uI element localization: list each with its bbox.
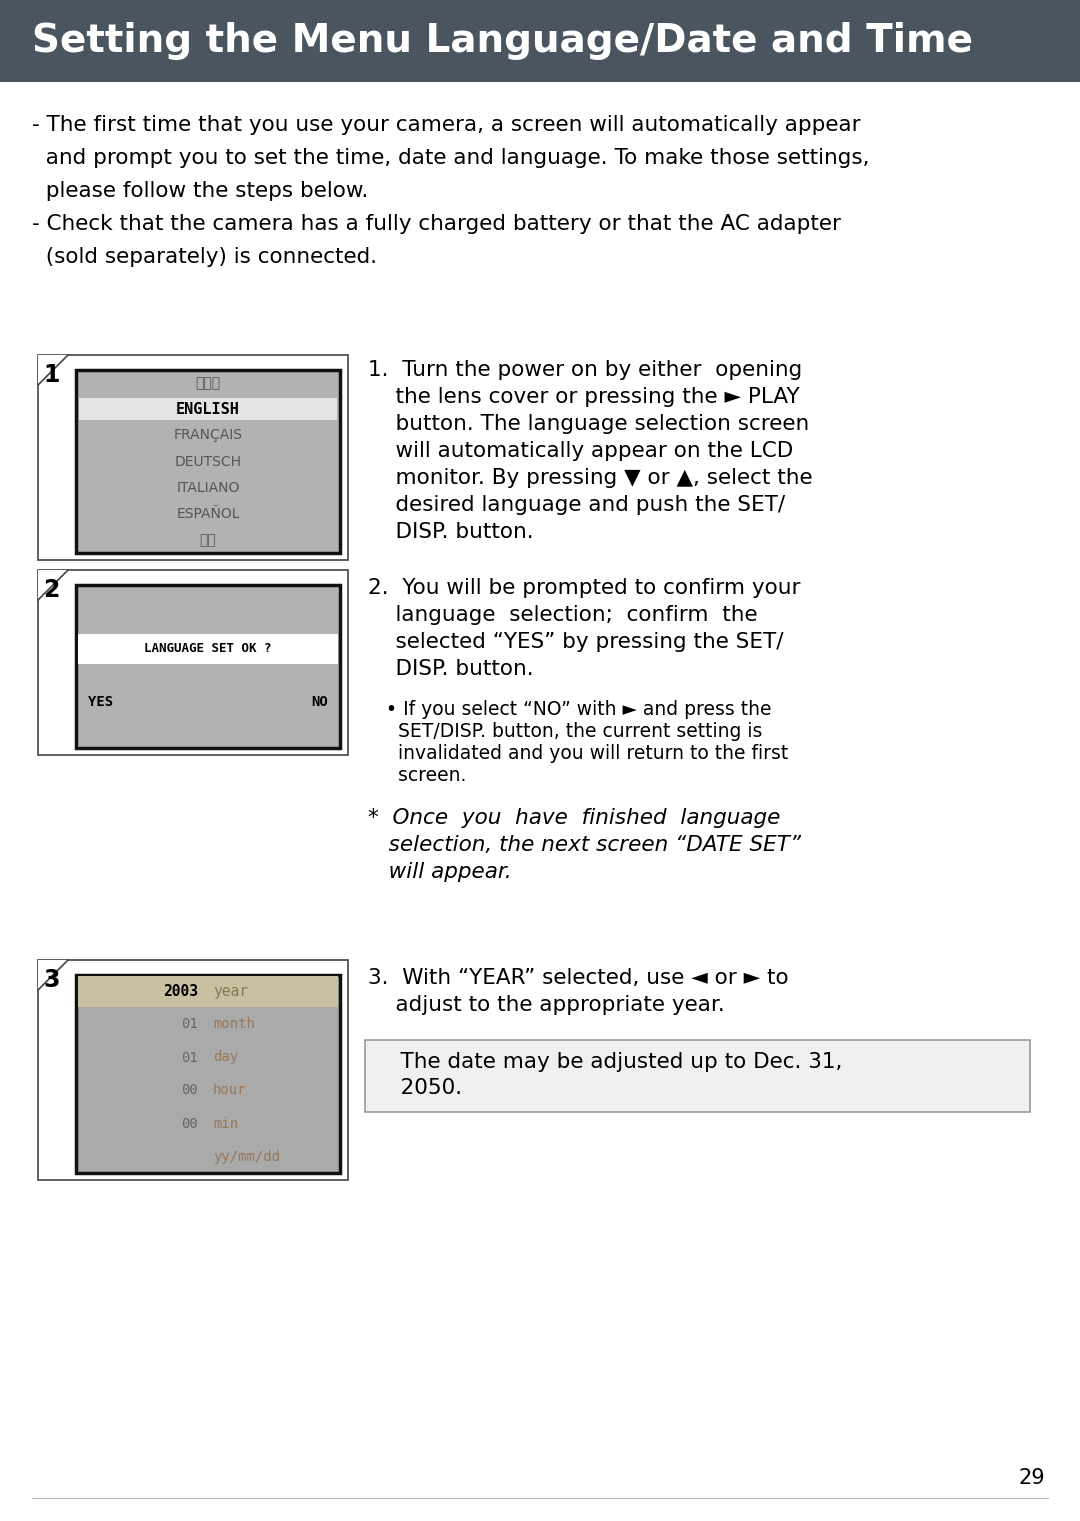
Text: The date may be adjusted up to Dec. 31,: The date may be adjusted up to Dec. 31, [373,1053,842,1072]
Text: language  selection;  confirm  the: language selection; confirm the [368,605,758,625]
Text: will appear.: will appear. [368,862,512,882]
Text: please follow the steps below.: please follow the steps below. [32,181,368,201]
Text: 00: 00 [181,1083,198,1098]
Bar [38,570,348,754]
Text: DEUTSCH: DEUTSCH [175,455,242,468]
Bar [78,976,338,1007]
Text: NO: NO [311,695,328,709]
Text: and prompt you to set the time, date and language. To make those settings,: and prompt you to set the time, date and… [32,148,869,167]
Text: ENGLISH: ENGLISH [176,402,240,417]
Text: the lens cover or pressing the ► PLAY: the lens cover or pressing the ► PLAY [368,386,799,408]
Bar [365,1040,1030,1112]
Text: min: min [213,1116,238,1130]
Text: hour: hour [213,1083,246,1098]
Text: button. The language selection screen: button. The language selection screen [368,414,809,433]
Text: year: year [213,984,248,999]
Text: 中文: 中文 [200,532,216,548]
Polygon shape [38,570,68,599]
Text: YES: YES [87,695,113,709]
Text: 3: 3 [43,967,59,992]
Text: (sold separately) is connected.: (sold separately) is connected. [32,246,377,268]
Text: SET/DISP. button, the current setting is: SET/DISP. button, the current setting is [386,722,762,741]
Text: yy/mm/dd: yy/mm/dd [213,1150,280,1164]
Text: will automatically appear on the LCD: will automatically appear on the LCD [368,441,793,461]
Bar [0,0,1080,82]
Text: month: month [213,1018,255,1031]
Text: 1.  Turn the power on by either  opening: 1. Turn the power on by either opening [368,360,802,380]
Text: 2050.: 2050. [373,1078,462,1098]
Text: 日本語: 日本語 [195,376,220,389]
Text: desired language and push the SET/: desired language and push the SET/ [368,494,785,516]
Text: selected “YES” by pressing the SET/: selected “YES” by pressing the SET/ [368,633,783,653]
Polygon shape [38,960,68,990]
Text: 2: 2 [43,578,59,602]
Text: 01: 01 [181,1018,198,1031]
Text: selection, the next screen “DATE SET”: selection, the next screen “DATE SET” [368,835,801,855]
Text: 2003: 2003 [163,984,198,999]
Text: DISP. button.: DISP. button. [368,659,534,678]
Bar [78,634,338,663]
Text: day: day [213,1051,238,1065]
Bar [38,960,348,1180]
Text: LANGUAGE SET OK ?: LANGUAGE SET OK ? [145,642,272,656]
Text: - Check that the camera has a fully charged battery or that the AC adapter: - Check that the camera has a fully char… [32,214,841,234]
Text: adjust to the appropriate year.: adjust to the appropriate year. [368,995,725,1015]
Text: 2.  You will be prompted to confirm your: 2. You will be prompted to confirm your [368,578,800,598]
Bar [38,354,348,560]
Text: invalidated and you will return to the first: invalidated and you will return to the f… [386,744,788,764]
Text: 00: 00 [181,1116,198,1130]
Text: *  Once  you  have  finished  language: * Once you have finished language [368,808,781,827]
Text: 29: 29 [1018,1468,1045,1488]
Text: 3.  With “YEAR” selected, use ◄ or ► to: 3. With “YEAR” selected, use ◄ or ► to [368,967,788,989]
Text: ESPAÑOL: ESPAÑOL [176,506,240,520]
Text: ITALIANO: ITALIANO [176,481,240,494]
Bar [76,586,340,748]
Text: Setting the Menu Language/Date and Time: Setting the Menu Language/Date and Time [32,21,973,59]
Bar [76,975,340,1173]
Text: • If you select “NO” with ► and press the: • If you select “NO” with ► and press th… [386,700,771,719]
Text: DISP. button.: DISP. button. [368,522,534,541]
Text: monitor. By pressing ▼ or ▲, select the: monitor. By pressing ▼ or ▲, select the [368,468,812,488]
Text: screen.: screen. [386,767,467,785]
Bar [79,399,337,420]
Bar [76,370,340,554]
Text: FRANÇAIS: FRANÇAIS [174,429,243,443]
Text: - The first time that you use your camera, a screen will automatically appear: - The first time that you use your camer… [32,116,861,135]
Polygon shape [38,354,68,385]
Text: 01: 01 [181,1051,198,1065]
Text: 1: 1 [43,364,59,386]
